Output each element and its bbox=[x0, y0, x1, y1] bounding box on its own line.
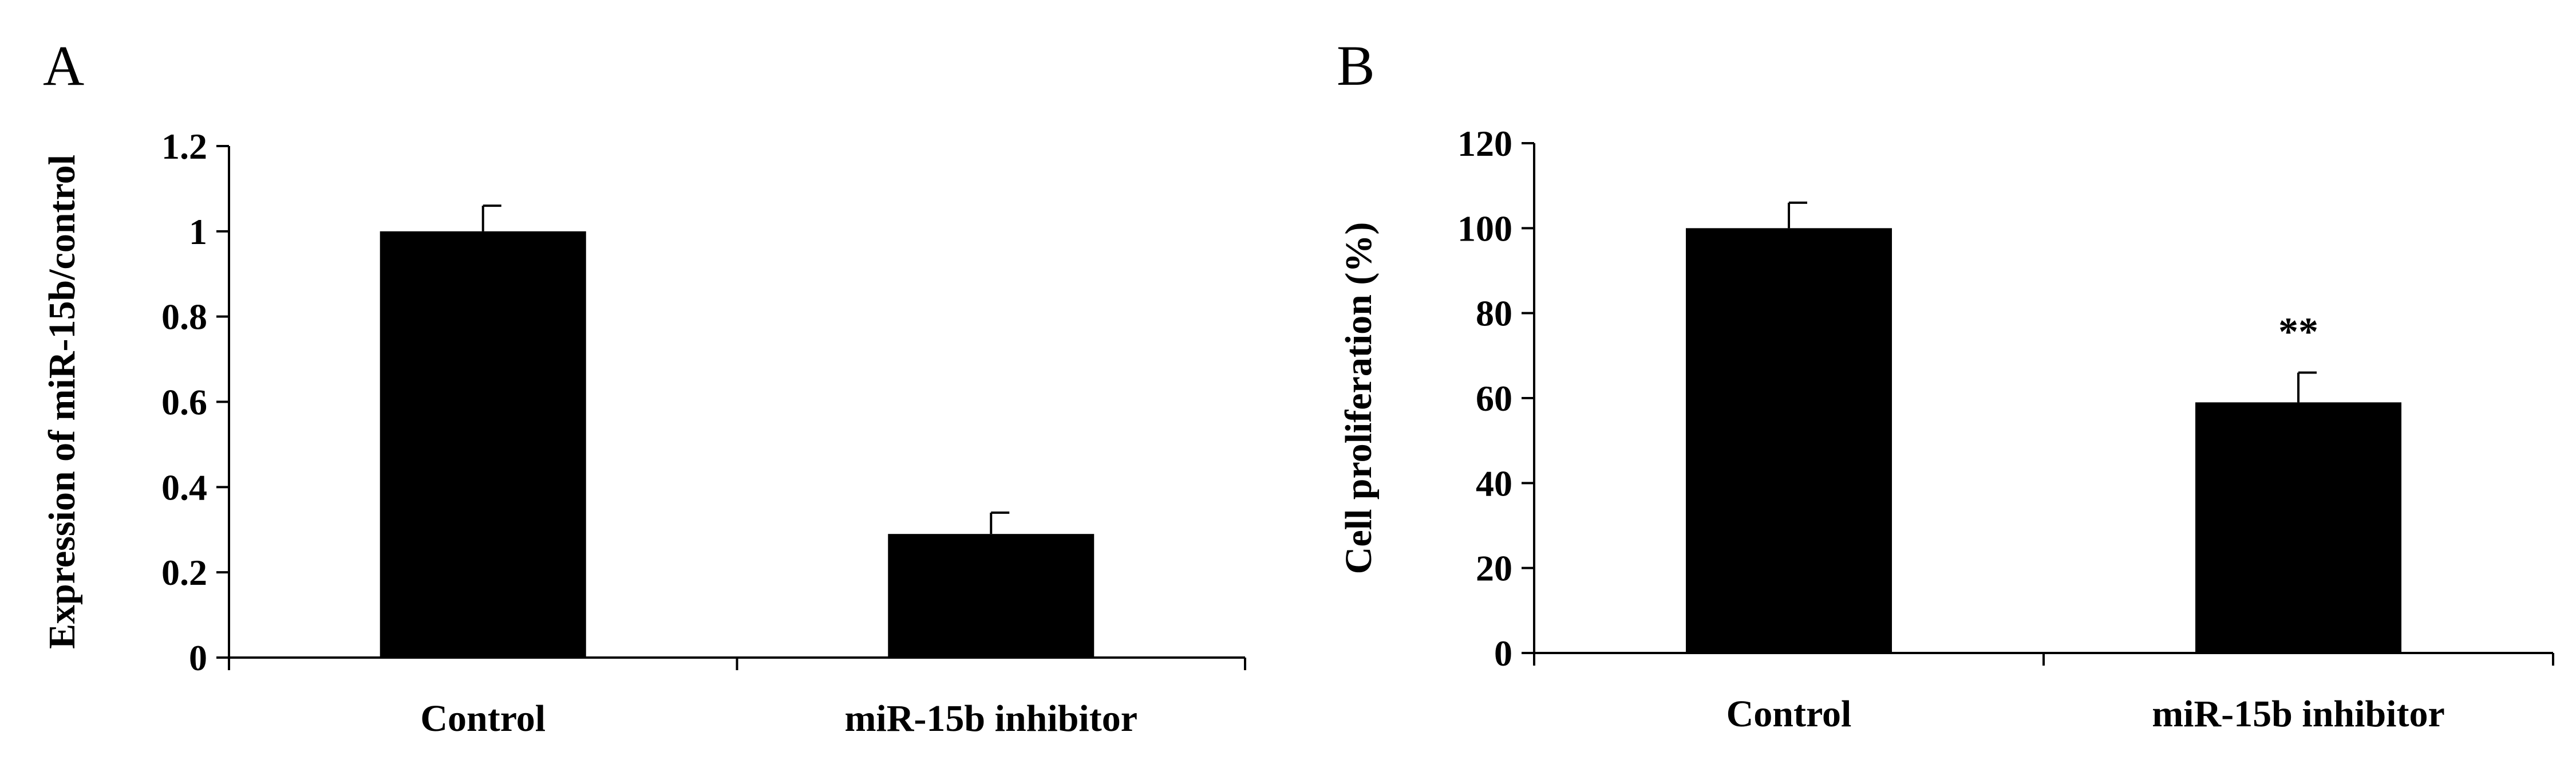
y-tick-label: 1 bbox=[189, 211, 207, 252]
panel-a: A 0 0.2 0.4 0.6 0.8 1 1.2 Control miR-15b inhibit… bbox=[41, 34, 1246, 739]
bar-inhibitor bbox=[2195, 402, 2401, 653]
y-tick-label: 0.4 bbox=[161, 467, 207, 508]
y-tick-label: 0.2 bbox=[161, 552, 207, 593]
y-tick-label: 80 bbox=[1476, 293, 1512, 334]
bar-inhibitor bbox=[888, 534, 1095, 658]
panel-b: B 0 20 40 60 80 100 120 Control miR-15b inhibitor… bbox=[1337, 34, 2554, 735]
panel-letter: B bbox=[1337, 34, 1375, 97]
x-category-label: Control bbox=[1726, 693, 1852, 735]
y-tick-label: 1.2 bbox=[161, 126, 207, 167]
y-tick-label: 100 bbox=[1457, 208, 1512, 249]
bar-control bbox=[1686, 228, 1892, 653]
y-tick-label: 60 bbox=[1476, 378, 1512, 419]
panel-letter: A bbox=[43, 34, 84, 97]
y-tick-label: 0 bbox=[1494, 633, 1512, 674]
x-category-label: miR-15b inhibitor bbox=[844, 698, 1137, 739]
y-axis-title: Expression of miR-15b/control bbox=[41, 155, 83, 649]
y-tick-label: 0 bbox=[189, 638, 207, 678]
bar-control bbox=[380, 231, 586, 658]
y-tick-label: 0.8 bbox=[161, 297, 207, 337]
significance-annotation: ** bbox=[2278, 310, 2318, 355]
y-tick-label: 40 bbox=[1476, 463, 1512, 503]
y-tick-label: 0.6 bbox=[161, 382, 207, 423]
y-tick-label: 120 bbox=[1457, 123, 1512, 164]
y-axis-title: Cell proliferation (%) bbox=[1338, 222, 1380, 575]
y-tick-label: 20 bbox=[1476, 548, 1512, 589]
x-category-label: miR-15b inhibitor bbox=[2152, 693, 2445, 735]
x-category-label: Control bbox=[420, 698, 546, 739]
